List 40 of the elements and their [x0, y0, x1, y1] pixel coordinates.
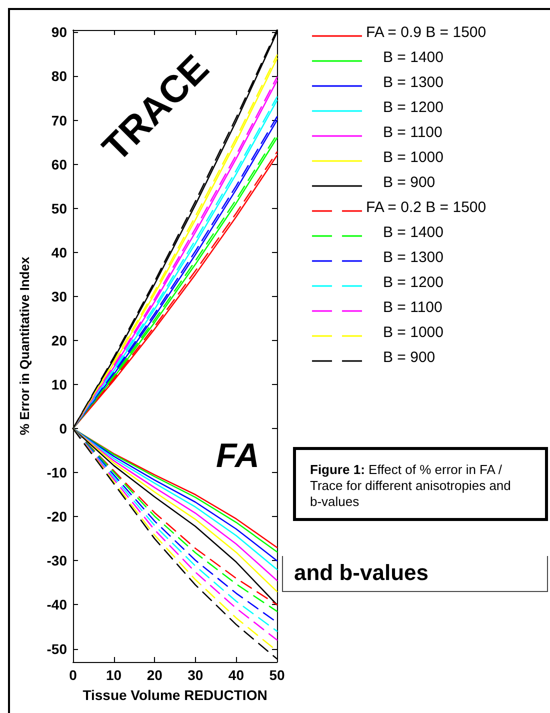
- y-tick-label: 90: [51, 24, 68, 40]
- x-tick-label: 40: [228, 667, 244, 683]
- y-tick-label: -10: [46, 464, 68, 481]
- x-tick-label: 0: [69, 667, 78, 683]
- y-tick-label: 10: [51, 376, 68, 393]
- y-tick-label: 80: [51, 68, 68, 84]
- y-tick-label: -50: [46, 640, 68, 657]
- y-tick-label: 40: [51, 244, 68, 260]
- x-tick-label: 20: [146, 667, 163, 683]
- legend-label: B = 1400: [383, 224, 444, 241]
- y-tick-label: 20: [51, 332, 68, 348]
- legend-label: B = 1200: [383, 274, 444, 291]
- legend-label: FA = 0.9 B = 1500: [366, 24, 486, 41]
- legend-label: B = 1300: [383, 249, 444, 266]
- legend-label: B = 900: [383, 174, 436, 191]
- y-tick-label: 70: [51, 112, 68, 128]
- legend-label: B = 1100: [383, 124, 442, 141]
- text: and b-values: [282, 556, 548, 592]
- caption: Figure 1: Effect of % error in FA / Trace for different anisotropies and b-values: [293, 447, 548, 521]
- x-tick-label: 50: [269, 667, 285, 683]
- legend-label: B = 900: [383, 349, 436, 366]
- legend-label: B = 1300: [383, 74, 444, 91]
- x-tick-label: 30: [188, 667, 204, 683]
- y-tick-label: -30: [46, 552, 68, 569]
- y-axis-title: % Error in Quantitative Index: [17, 256, 32, 436]
- y-tick-label: -40: [46, 596, 68, 613]
- legend-label: B = 1200: [383, 99, 444, 116]
- legend-label: B = 1100: [383, 299, 442, 316]
- y-tick-label: 50: [51, 200, 68, 216]
- x-tick-label: 10: [106, 667, 122, 683]
- legend-label: B = 1400: [383, 49, 444, 66]
- legend-label: B = 1000: [383, 149, 444, 166]
- legend-label: FA = 0.2 B = 1500: [366, 199, 486, 216]
- y-tick-label: 30: [51, 288, 68, 304]
- annotation: FA: [216, 437, 260, 476]
- x-axis-title: Tissue Volume REDUCTION: [82, 687, 268, 703]
- y-tick-label: -20: [46, 508, 68, 525]
- y-tick-label: 60: [51, 156, 68, 172]
- y-tick-label: 0: [59, 420, 68, 437]
- legend-label: B = 1000: [383, 324, 444, 341]
